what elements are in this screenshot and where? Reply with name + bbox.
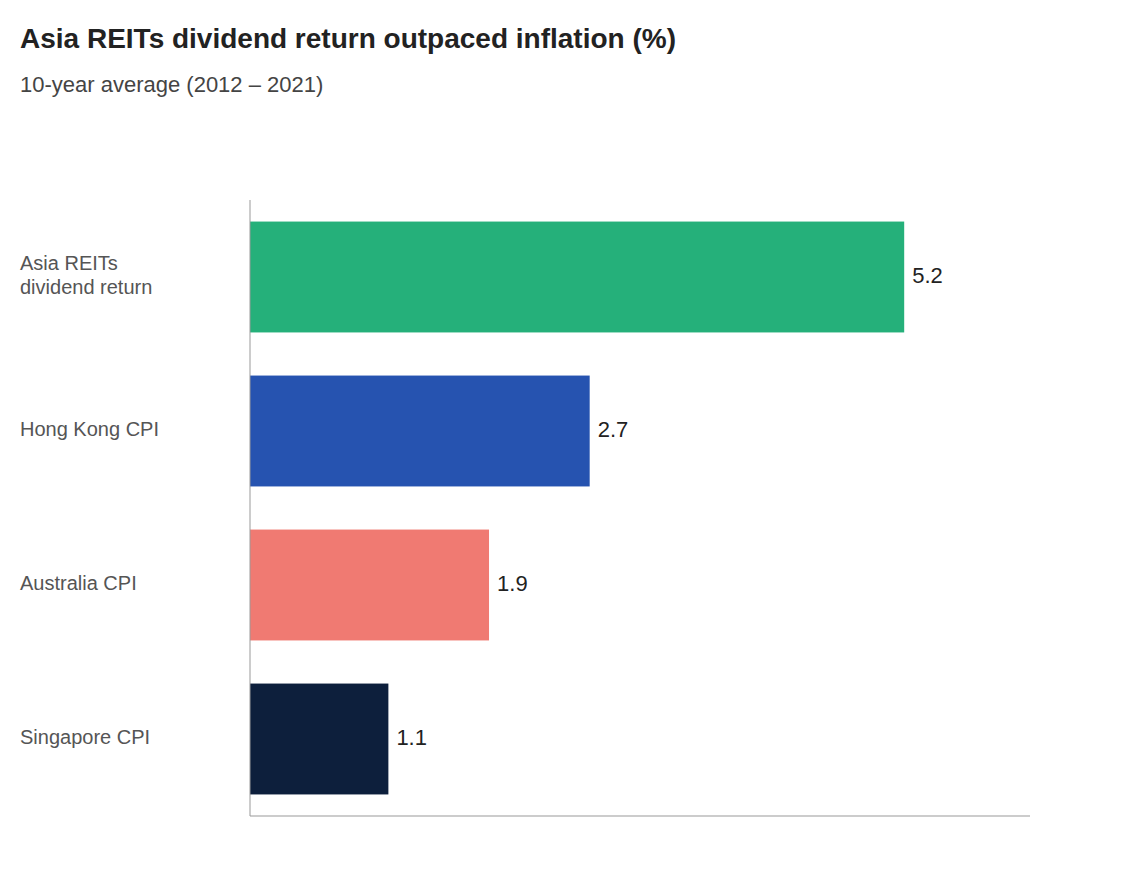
- bar: [250, 530, 489, 641]
- data-label: 2.7: [598, 417, 629, 442]
- category-label: Singapore CPI: [20, 726, 150, 748]
- subtitle: 10-year average (2012 – 2021): [20, 72, 323, 97]
- x-axis-line: [250, 816, 1030, 817]
- bars: [250, 222, 904, 795]
- labels: 5.2 Asia REITsdividend return 2.7 Hong Kong…: [20, 252, 943, 750]
- category-label: Australia CPI: [20, 572, 137, 594]
- bar: [250, 376, 590, 487]
- data-label: 1.9: [497, 571, 528, 596]
- category-label: Asia REITsdividend return: [20, 252, 152, 298]
- y-axis-line: [250, 200, 251, 816]
- title: Asia REITs dividend return outpaced infl…: [20, 23, 676, 54]
- data-label: 5.2: [912, 263, 943, 288]
- bar: [250, 222, 904, 333]
- data-label: 1.1: [396, 725, 427, 750]
- bar: [250, 684, 388, 795]
- category-label: Hong Kong CPI: [20, 418, 159, 440]
- chart-container: Asia REITs dividend return outpaced infl…: [0, 0, 1125, 878]
- chart: Asia REITs dividend return outpaced infl…: [0, 0, 1125, 878]
